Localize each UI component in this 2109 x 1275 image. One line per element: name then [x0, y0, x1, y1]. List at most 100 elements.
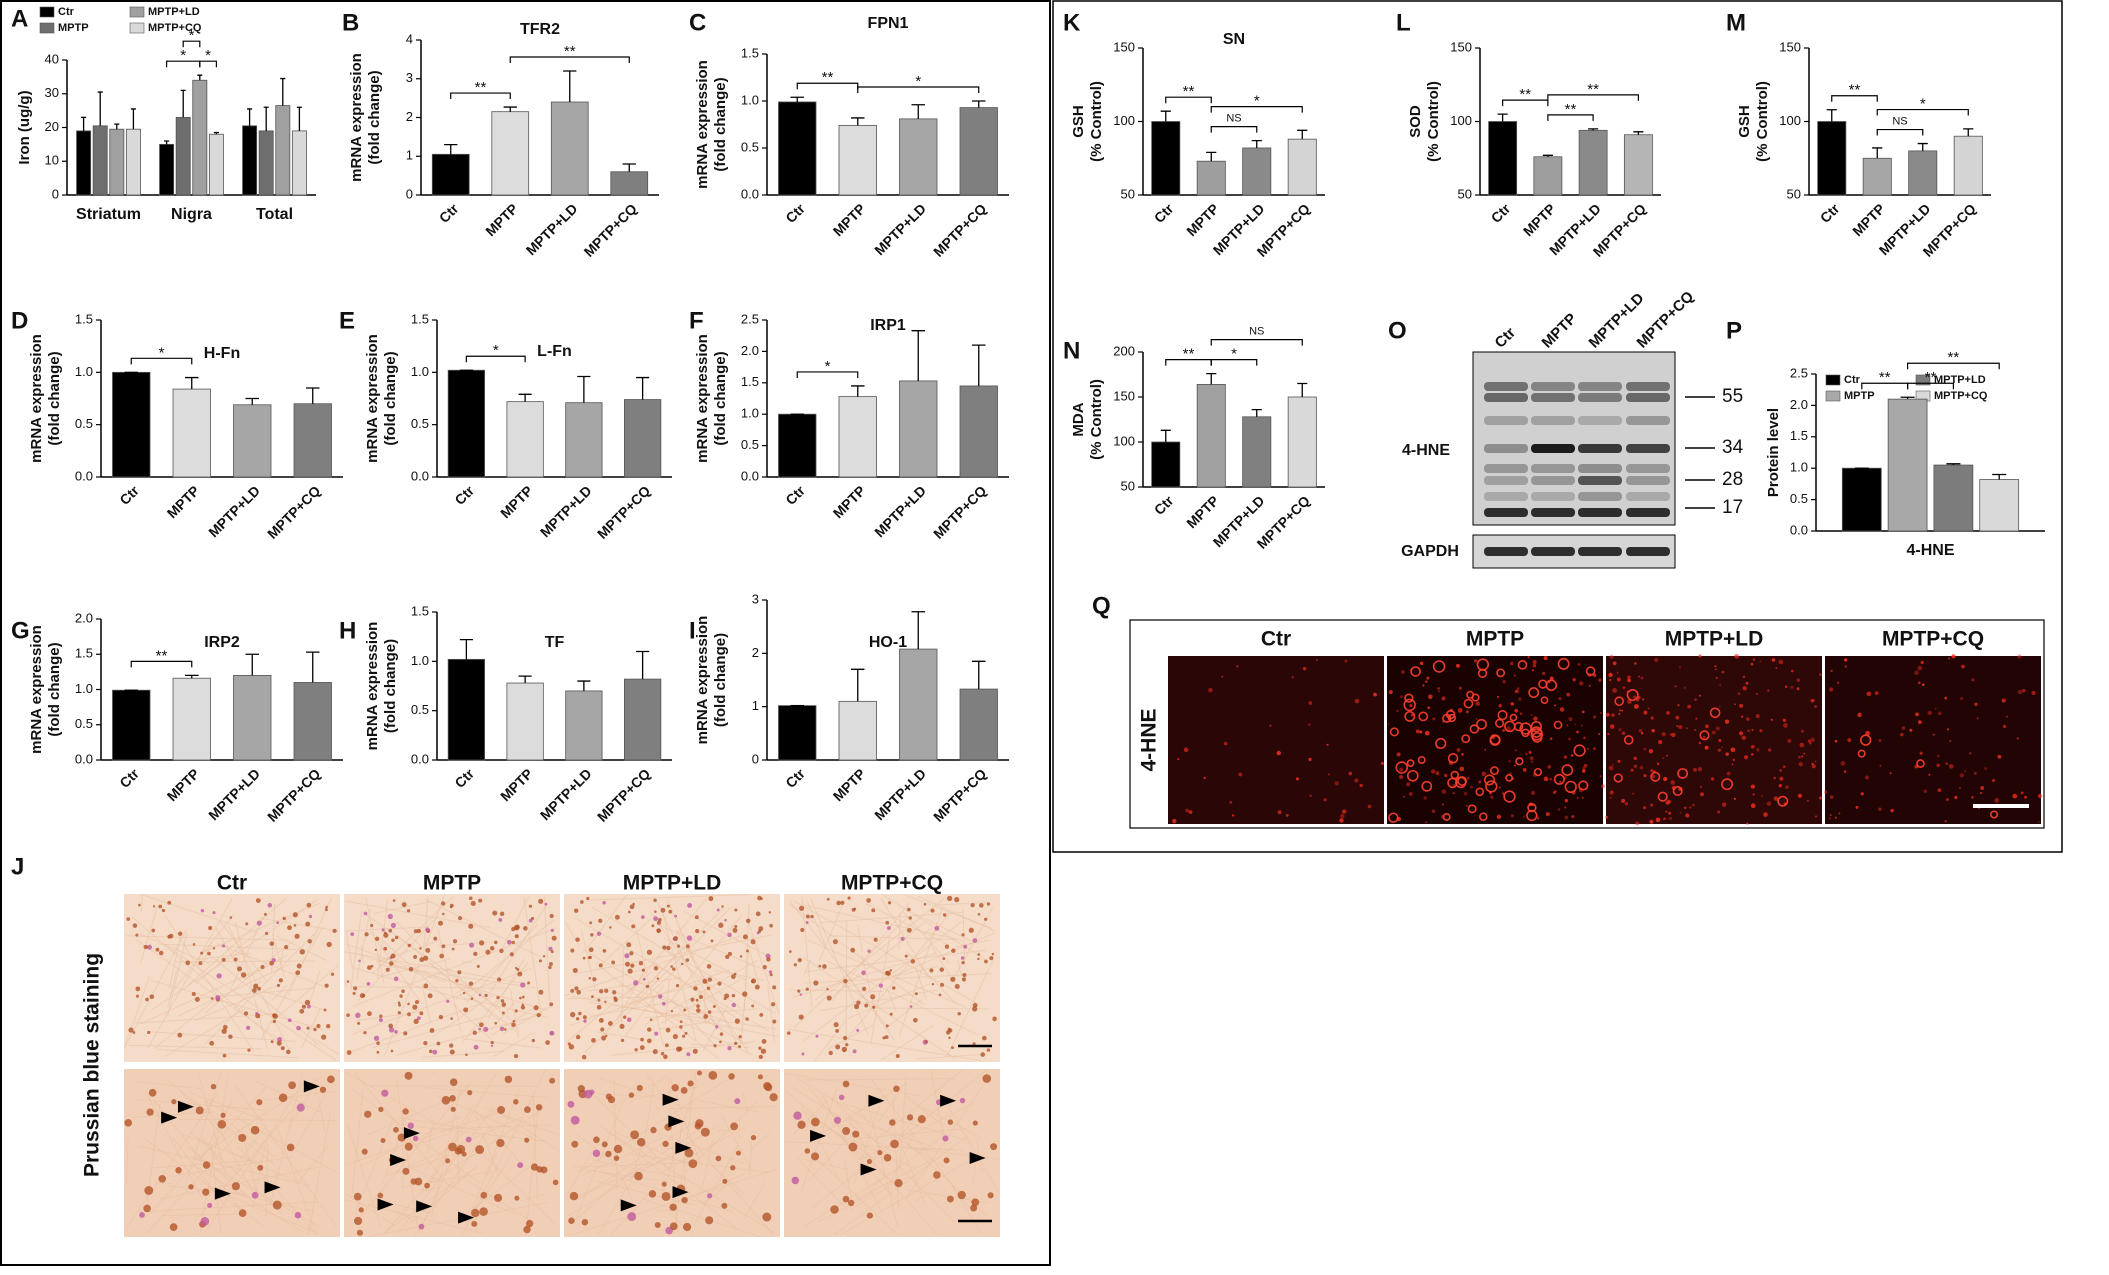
stained-cell [917, 1115, 926, 1124]
stained-cell [852, 1049, 857, 1054]
fluorescent-spot [1617, 759, 1621, 763]
x-tick-label: Ctr [782, 200, 808, 226]
tissue-fiber [913, 913, 977, 944]
stained-cell [483, 1026, 489, 1032]
stained-cell [589, 921, 593, 925]
fluorescent-spot [1928, 773, 1931, 776]
stained-cell [798, 1014, 804, 1020]
y-axis-label: (fold change) [382, 351, 399, 445]
y-tick-label: 0.0 [75, 751, 93, 766]
x-tick-label: MPTP+LD [537, 482, 595, 540]
fluorescent-spot [1733, 797, 1736, 800]
stained-cell [847, 896, 851, 900]
bar [565, 690, 603, 761]
stained-cell [768, 911, 772, 914]
error-bar [81, 116, 87, 131]
panel-letter: O [1388, 317, 1407, 344]
fluorescent-spot [1309, 794, 1312, 798]
stained-cell [754, 984, 760, 990]
stained-cell [636, 1137, 646, 1147]
bar [1953, 135, 1983, 196]
tissue-fiber [265, 1143, 269, 1218]
y-tick-label: 3 [406, 70, 413, 85]
tissue-fiber [293, 1096, 325, 1150]
stained-cell [135, 986, 141, 992]
stained-cell [672, 1034, 678, 1040]
fluorescent-spot [1559, 780, 1562, 783]
stained-cell [992, 1016, 997, 1022]
stained-cell [520, 1005, 526, 1010]
fluorescent-spot [1484, 748, 1487, 751]
error-bar [563, 70, 577, 102]
stained-cell [355, 1012, 361, 1019]
fluorescent-spot [1687, 704, 1692, 709]
tissue-fiber [366, 1100, 447, 1136]
column-label: MPTP+CQ [841, 872, 943, 895]
labeled-cell [1528, 687, 1540, 699]
tissue-fiber [159, 1166, 319, 1200]
error-bar [184, 376, 199, 390]
tissue-fiber [375, 958, 547, 1011]
tissue-fiber [818, 1192, 874, 1223]
fluorescent-spot [1566, 692, 1571, 697]
stained-cell [468, 896, 473, 901]
stained-cell [200, 908, 205, 913]
stained-cell [853, 907, 857, 911]
bar [1908, 150, 1938, 196]
stained-cell [668, 909, 673, 914]
stained-cell [513, 1054, 519, 1059]
stained-cell [843, 978, 848, 984]
fluorescent-spot [1700, 785, 1702, 788]
stained-cell [727, 932, 732, 938]
fluorescent-spot [1528, 750, 1532, 755]
legend-label: MPTP+CQ [1934, 390, 1988, 402]
fluorescent-spot [1683, 806, 1687, 810]
tissue-fiber [490, 1106, 560, 1152]
fluorescent-spot [1541, 671, 1546, 675]
stained-cell [528, 904, 532, 908]
fluorescent-spot [1527, 656, 1530, 659]
blot-band [1626, 382, 1670, 391]
stained-cell [686, 935, 693, 941]
tissue-fiber [630, 1153, 769, 1174]
stained-cell [376, 1041, 380, 1045]
tissue-fiber [362, 911, 501, 1010]
stained-cell [984, 959, 988, 964]
tissue-fiber [574, 1102, 623, 1221]
tissue-fiber [814, 1156, 898, 1235]
stained-cell [304, 999, 311, 1006]
stained-cell [316, 1023, 321, 1029]
stained-cell [962, 972, 967, 978]
fluorescent-spot [1545, 812, 1550, 817]
significance-bracket [796, 371, 859, 378]
stained-cell [501, 1002, 507, 1007]
y-axis-label: (% Control) [1088, 379, 1105, 460]
fluorescent-spot [1399, 775, 1403, 779]
stained-cell [629, 904, 635, 910]
bar [1151, 441, 1181, 488]
stained-cell [188, 1184, 194, 1190]
tissue-fiber [144, 1091, 203, 1200]
x-tick-label: MPTP+LD [205, 765, 263, 823]
fluorescent-spot [1797, 793, 1803, 798]
tissue-fiber [140, 893, 258, 934]
fluorescent-spot [1782, 718, 1787, 722]
tissue-fiber [613, 1077, 618, 1190]
fluorescent-spot [1612, 688, 1618, 693]
stained-cell [152, 905, 156, 908]
fluorescent-spot [1783, 765, 1786, 768]
stained-cell [514, 934, 519, 939]
stained-cell [862, 986, 867, 992]
fluorescent-spot [2012, 793, 2018, 799]
bar [838, 396, 877, 478]
fluorescent-spot [1499, 786, 1501, 789]
fluorescent-spot [1919, 751, 1923, 755]
tissue-fiber [629, 907, 731, 1010]
fluorescent-spot [1695, 717, 1698, 720]
stained-cell [656, 920, 661, 925]
stained-cell [330, 972, 335, 976]
arrowhead [668, 1115, 685, 1128]
tissue-fiber [509, 988, 519, 1039]
stained-cell [216, 973, 222, 979]
stained-cell [383, 932, 389, 938]
